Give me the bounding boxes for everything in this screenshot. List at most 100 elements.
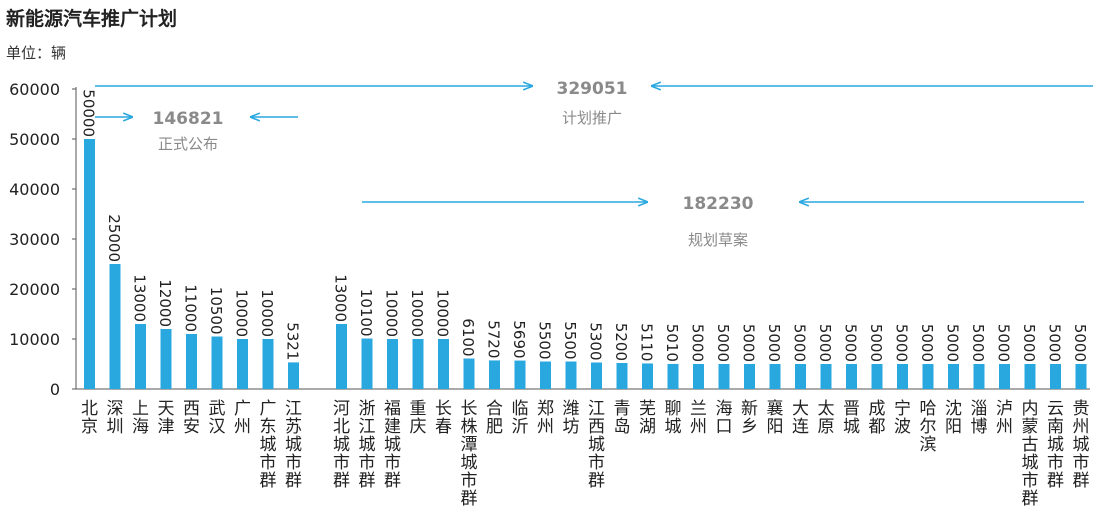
value-label: 13000 bbox=[332, 274, 350, 322]
value-label: 10100 bbox=[357, 289, 375, 337]
value-label: 10000 bbox=[434, 289, 452, 337]
category-label: 天津 bbox=[158, 399, 175, 437]
bar bbox=[489, 360, 500, 389]
bar bbox=[84, 139, 95, 389]
value-label: 10000 bbox=[258, 289, 276, 337]
value-label: 5000 bbox=[765, 324, 783, 362]
value-label: 5200 bbox=[612, 323, 630, 361]
category-label: 河北城市群 bbox=[333, 399, 350, 491]
value-label: 10000 bbox=[233, 289, 251, 337]
value-label: 5321 bbox=[284, 322, 302, 360]
bar bbox=[237, 339, 248, 389]
category-label: 广东城市群 bbox=[260, 399, 277, 491]
bar bbox=[922, 364, 934, 389]
value-label: 5000 bbox=[893, 324, 911, 362]
bar bbox=[1075, 364, 1087, 389]
bar bbox=[667, 363, 679, 389]
bar bbox=[973, 364, 985, 389]
value-label: 5000 bbox=[995, 324, 1013, 362]
value-label: 5500 bbox=[536, 321, 554, 359]
bar bbox=[642, 363, 653, 389]
overall-label: 计划推广 bbox=[562, 109, 622, 127]
group1-total: 146821 bbox=[153, 109, 224, 129]
category-label: 晋城 bbox=[843, 399, 860, 437]
bar bbox=[336, 324, 347, 389]
value-label: 5690 bbox=[510, 320, 528, 358]
bar bbox=[769, 364, 781, 389]
bar bbox=[846, 364, 857, 389]
bar bbox=[412, 339, 424, 389]
category-label: 江西城市群 bbox=[588, 399, 605, 491]
category-label: 聊城 bbox=[665, 399, 682, 437]
category-label: 长春 bbox=[435, 399, 452, 437]
value-label: 5000 bbox=[1020, 324, 1038, 362]
y-tick-label: 20000 bbox=[9, 280, 60, 299]
value-label: 5110 bbox=[638, 323, 656, 361]
bar bbox=[616, 363, 628, 389]
bar bbox=[186, 334, 197, 389]
value-label: 5000 bbox=[689, 324, 707, 362]
value-label: 5000 bbox=[969, 324, 987, 362]
bar bbox=[565, 361, 577, 389]
value-label: 5500 bbox=[561, 321, 579, 359]
category-label: 太原 bbox=[818, 399, 835, 437]
value-label: 50000 bbox=[80, 89, 98, 137]
category-label: 青岛 bbox=[614, 399, 631, 437]
category-label: 江苏城市群 bbox=[285, 399, 302, 491]
category-label: 贵州城市群 bbox=[1073, 399, 1090, 491]
value-label: 5720 bbox=[485, 320, 503, 358]
category-label: 福建城市群 bbox=[384, 399, 401, 491]
category-label: 兰州 bbox=[690, 399, 707, 437]
value-label: 5000 bbox=[714, 324, 732, 362]
category-label: 西安 bbox=[183, 399, 200, 437]
value-label: 11000 bbox=[182, 284, 200, 332]
bar bbox=[514, 360, 526, 389]
y-tick-label: 0 bbox=[50, 380, 60, 399]
bar bbox=[795, 364, 806, 389]
value-label: 10000 bbox=[383, 289, 401, 337]
category-label: 芜湖 bbox=[639, 399, 656, 437]
bar bbox=[820, 364, 832, 389]
bar bbox=[897, 364, 908, 389]
category-label: 临沂 bbox=[512, 399, 529, 437]
bar bbox=[262, 339, 274, 389]
bar bbox=[135, 324, 146, 389]
bar bbox=[948, 364, 959, 389]
y-tick-label: 10000 bbox=[9, 330, 60, 349]
bar bbox=[871, 364, 883, 389]
value-label: 5000 bbox=[791, 324, 809, 362]
category-label: 沈阳 bbox=[945, 399, 962, 437]
y-tick-label: 50000 bbox=[9, 130, 60, 149]
bar bbox=[744, 364, 755, 389]
value-label: 13000 bbox=[131, 274, 149, 322]
category-label: 北京 bbox=[81, 399, 98, 437]
category-label: 郑州 bbox=[537, 399, 554, 437]
value-label: 5000 bbox=[740, 324, 758, 362]
value-label: 5000 bbox=[944, 324, 962, 362]
category-label: 淄博 bbox=[971, 399, 988, 437]
group1-label: 正式公布 bbox=[158, 135, 218, 153]
group2-total: 182230 bbox=[683, 194, 754, 214]
category-label: 长株潭城市群 bbox=[461, 399, 478, 509]
category-label: 武汉 bbox=[209, 399, 226, 437]
category-label: 泸州 bbox=[996, 399, 1013, 437]
category-label: 海口 bbox=[716, 399, 733, 437]
group2-label: 规划草案 bbox=[688, 231, 748, 249]
value-label: 10000 bbox=[408, 289, 426, 337]
category-label: 重庆 bbox=[410, 399, 427, 437]
bar bbox=[211, 336, 223, 389]
value-label: 10500 bbox=[207, 287, 225, 335]
category-label: 襄阳 bbox=[767, 398, 784, 437]
category-label: 浙江城市群 bbox=[359, 399, 376, 491]
category-label: 上海 bbox=[132, 399, 149, 437]
unit-label: 单位：辆 bbox=[6, 44, 67, 62]
overall-total: 329051 bbox=[557, 79, 628, 99]
category-label: 宁波 bbox=[894, 399, 911, 437]
category-label: 深圳 bbox=[107, 399, 124, 437]
value-label: 5300 bbox=[587, 322, 605, 360]
value-label: 12000 bbox=[156, 279, 174, 327]
bar bbox=[387, 339, 398, 389]
bar bbox=[109, 264, 121, 389]
value-label: 5000 bbox=[816, 324, 834, 362]
